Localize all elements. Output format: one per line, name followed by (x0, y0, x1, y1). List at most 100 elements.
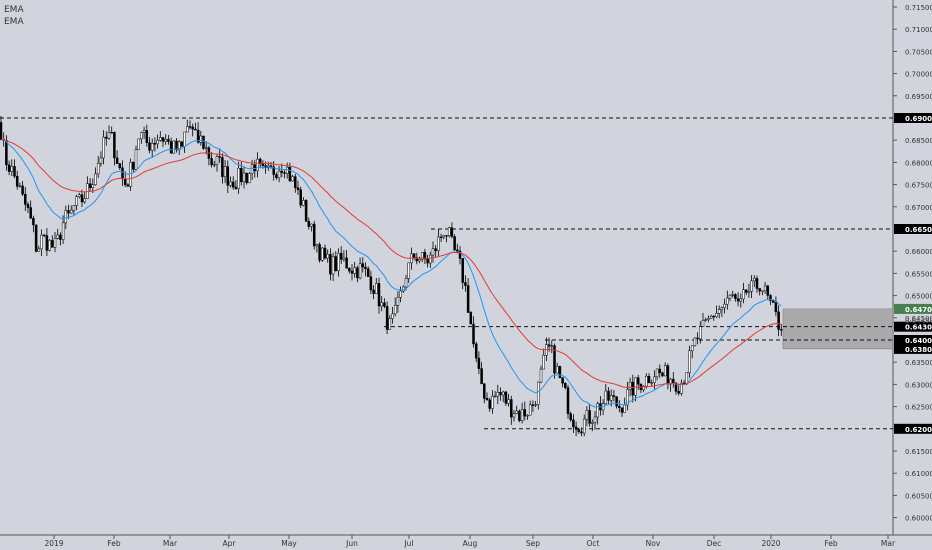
candle-body (588, 410, 591, 424)
candle-body (566, 387, 570, 414)
candle-body (553, 345, 556, 374)
candle-body (491, 395, 494, 409)
candle-body (258, 158, 262, 164)
ema-slow-line (0, 139, 782, 389)
y-tick-label: 0.64500 (905, 315, 932, 323)
candle-body (0, 122, 3, 140)
candle-body (148, 142, 151, 151)
candle-body (477, 357, 481, 369)
candle-body (53, 238, 57, 248)
candle-body (321, 247, 324, 261)
candle-body (364, 266, 367, 270)
x-tick-label: Mar (881, 539, 896, 548)
candle-body (685, 372, 689, 384)
candle-body (172, 140, 176, 154)
y-tick-label: 0.71000 (905, 26, 932, 34)
x-tick-label: Mar (163, 539, 178, 548)
x-tick-label: Apr (223, 539, 237, 548)
candle-body (161, 137, 165, 142)
candle-body (480, 368, 483, 385)
candle-body (312, 223, 316, 247)
candle-body (488, 399, 491, 409)
candle-body (334, 256, 338, 272)
candle-body (240, 168, 243, 183)
candle-body (442, 235, 446, 238)
candle-body (159, 137, 162, 141)
candle-body (115, 157, 119, 164)
candle-body (485, 398, 489, 401)
y-tick-label: 0.63000 (905, 381, 932, 389)
candle-body (564, 382, 567, 388)
candle-body (283, 172, 286, 174)
candle-body (658, 368, 662, 374)
candle-body (709, 315, 713, 319)
candle-body (29, 207, 32, 219)
candle-body (37, 248, 41, 252)
candle-body (769, 295, 772, 302)
y-tick-label: 0.68500 (905, 137, 932, 145)
ema-legend-2[interactable]: EMA (4, 17, 24, 27)
candle-body (48, 240, 51, 251)
candle-body (215, 156, 219, 165)
candle-body (720, 307, 724, 310)
candle-body (34, 224, 38, 252)
candle-body (780, 329, 783, 331)
candle-body (537, 381, 540, 405)
candle-body (518, 410, 521, 422)
candle-body (304, 200, 308, 222)
candle-body (140, 132, 143, 140)
ema-legend-1[interactable]: EMA (4, 5, 24, 15)
y-tick-label: 0.69500 (905, 93, 932, 101)
candle-body (196, 129, 200, 143)
candle-body (96, 162, 100, 175)
candle-body (469, 312, 473, 325)
candle-body (717, 309, 721, 314)
x-tick-label: 2019 (44, 539, 63, 548)
candle-body (42, 234, 46, 237)
candle-body (561, 377, 564, 384)
candle-body (188, 126, 192, 128)
candle-body (348, 267, 351, 272)
candle-body (221, 157, 224, 177)
candle-body (5, 140, 8, 166)
candle-body (204, 147, 208, 149)
candle-body (18, 185, 22, 187)
candle-body (59, 234, 62, 240)
y-tick-label: 0.71500 (905, 4, 932, 12)
candle-body (15, 175, 19, 187)
candle-body (10, 166, 14, 172)
candle-body (650, 382, 653, 384)
candle-body (194, 128, 197, 131)
candle-body (345, 257, 348, 269)
candle-body (13, 166, 16, 177)
candle-body (385, 306, 389, 330)
candle-body (744, 289, 748, 293)
zone-top-price-label-bg (894, 303, 932, 314)
candle-body (26, 204, 30, 208)
candle-body (56, 234, 59, 239)
candle-body (461, 258, 464, 283)
candle-body (534, 404, 537, 406)
candle-body (591, 422, 594, 424)
candle-body (634, 377, 637, 396)
supply-demand-zone (782, 308, 894, 350)
candle-body (51, 240, 54, 248)
candle-body (234, 186, 238, 189)
candle-body (547, 344, 551, 347)
x-tick-label: Feb (824, 539, 838, 548)
candle-body (72, 205, 76, 211)
candle-body (256, 158, 259, 172)
candle-body (456, 249, 459, 252)
candle-body (75, 196, 78, 206)
y-tick-label: 0.62500 (905, 404, 932, 412)
candle-body (680, 382, 683, 394)
candle-body (747, 291, 751, 293)
candle-body (604, 390, 608, 404)
candle-body (78, 194, 81, 197)
y-tick-label: 0.66000 (905, 248, 932, 256)
candle-body (121, 167, 124, 180)
